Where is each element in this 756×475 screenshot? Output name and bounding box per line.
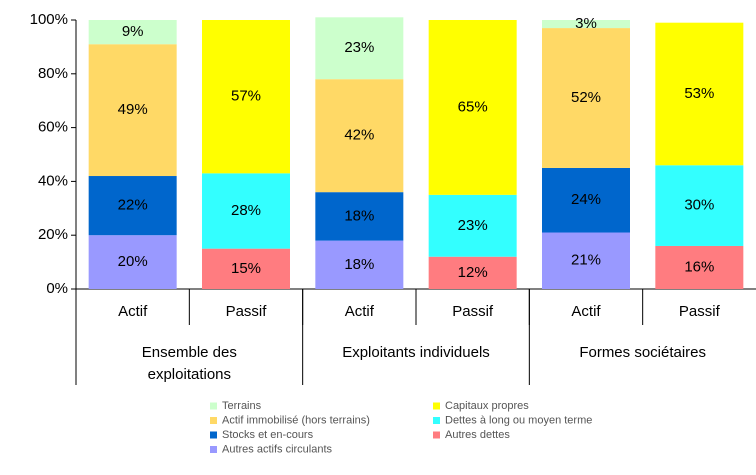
y-tick-label: 80% [38, 65, 68, 82]
bar-segment [428, 256, 517, 289]
legend-swatch [210, 446, 217, 453]
bar-segment [542, 20, 630, 29]
bar-segment [88, 235, 177, 289]
group-label: exploitations [148, 366, 231, 383]
legend-swatch [433, 402, 440, 410]
data-label: 23% [344, 39, 374, 56]
data-label: 49% [118, 101, 148, 118]
y-tick-label: 40% [38, 172, 68, 189]
x-tick-label: Actif [345, 303, 375, 320]
bar-segment [315, 79, 404, 193]
x-tick-label: Actif [571, 303, 601, 320]
data-label: 9% [122, 23, 144, 40]
data-label: 15% [231, 260, 261, 277]
bar-segment [542, 28, 630, 168]
data-label: 16% [684, 258, 714, 275]
data-label: 24% [571, 191, 601, 208]
data-label: 28% [231, 202, 261, 219]
bar-segment [542, 167, 630, 233]
legend-swatch [210, 431, 217, 439]
data-label: 53% [684, 85, 714, 102]
x-tick-label: Actif [118, 303, 148, 320]
legend-swatch [210, 417, 217, 424]
bar-segment [202, 248, 290, 289]
bar-segment [315, 17, 404, 80]
x-tick-label: Passif [679, 303, 721, 320]
data-label: 65% [458, 98, 488, 115]
data-label: 18% [344, 256, 374, 273]
data-label: 23% [458, 217, 488, 234]
data-label: 21% [571, 252, 601, 269]
y-tick-label: 60% [38, 119, 68, 136]
legend-label: Dettes à long ou moyen terme [445, 414, 592, 426]
bar-segment [655, 22, 744, 166]
legend-label: Autres dettes [445, 429, 510, 441]
data-label: 42% [344, 127, 374, 144]
bar-segment [655, 245, 744, 289]
y-tick-label: 20% [38, 226, 68, 243]
bar-segment [202, 20, 290, 174]
legend-label: Capitaux propres [445, 400, 529, 412]
data-label: 12% [458, 264, 488, 281]
x-tick-label: Passif [226, 303, 268, 320]
legend-label: Stocks et en-cours [222, 429, 314, 441]
group-label: Formes sociétaires [579, 344, 706, 361]
data-label: 30% [684, 197, 714, 214]
bar-segment [315, 240, 404, 289]
legend-swatch [210, 402, 217, 410]
bar-segment [88, 176, 177, 236]
group-label: Ensemble des [142, 344, 237, 361]
data-label: 20% [118, 253, 148, 270]
legend-swatch [433, 417, 440, 424]
data-label: 52% [571, 89, 601, 106]
legend-swatch [433, 431, 440, 439]
bar-segment [542, 232, 630, 289]
bar-segment [202, 173, 290, 249]
data-label: 18% [344, 207, 374, 224]
bar-segment [428, 194, 517, 257]
bar-segment [88, 44, 177, 177]
bar-segment [88, 20, 177, 45]
bar-segment [428, 20, 517, 195]
x-tick-label: Passif [452, 303, 494, 320]
y-tick-label: 0% [46, 280, 68, 297]
data-label: 3% [575, 15, 597, 32]
data-label: 22% [118, 197, 148, 214]
bar-segment [315, 192, 404, 241]
y-tick-label: 100% [30, 11, 68, 28]
legend-label: Terrains [222, 400, 262, 412]
group-label: Exploitants individuels [342, 344, 490, 361]
bar-segment [655, 165, 744, 246]
legend-label: Actif immobilisé (hors terrains) [222, 414, 370, 426]
legend-label: Autres actifs circulants [222, 443, 333, 455]
data-label: 57% [231, 88, 261, 105]
